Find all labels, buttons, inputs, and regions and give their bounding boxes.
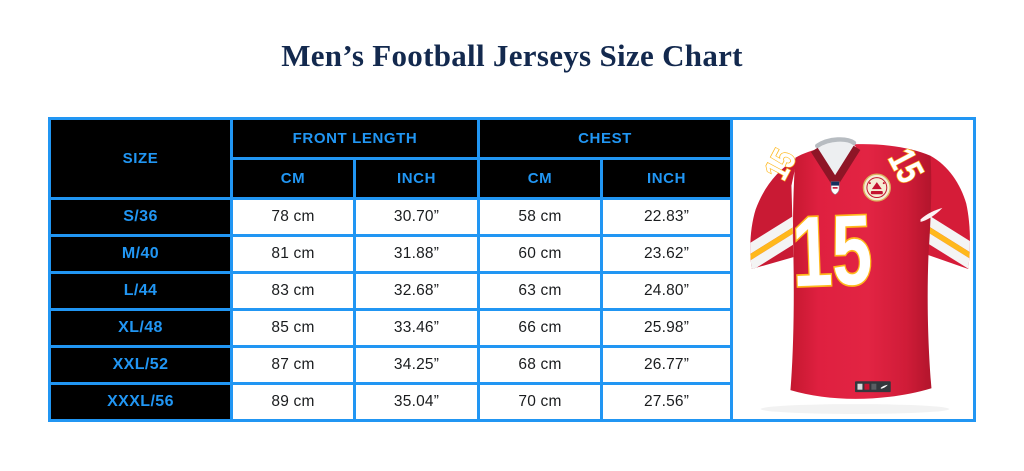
header-chest: CHEST — [477, 117, 734, 160]
front-cm-cell: 85 cm — [230, 308, 356, 348]
nfl-shield-icon — [830, 180, 839, 195]
header-row-units: CM INCH CM INCH — [50, 157, 975, 200]
header-front-length: FRONT LENGTH — [229, 117, 481, 160]
jersey-neck-opening — [814, 140, 856, 182]
chest-inch-cell: 26.77” — [600, 345, 734, 385]
chest-cm-cell: 66 cm — [477, 308, 604, 348]
jersey-shadow — [760, 403, 949, 414]
jersey-image: 15 15 15 — [749, 136, 970, 414]
front-cm-cell: 81 cm — [230, 234, 356, 274]
size-cell: XXXL/56 — [48, 382, 233, 422]
size-cell: S/36 — [48, 197, 233, 237]
front-cm-cell: 89 cm — [230, 382, 356, 422]
front-inch-cell: 34.25” — [352, 345, 481, 385]
table-row: S/36 78 cm 30.70” 58 cm 22.83” — [48, 197, 975, 237]
table-row: XXL/52 87 cm 34.25” 68 cm 26.77” — [48, 345, 975, 385]
header-chest-cm: CM — [477, 157, 604, 200]
chest-cm-cell: 58 cm — [477, 197, 604, 237]
size-cell: XXL/52 — [48, 345, 233, 385]
jersey-jock-tag — [854, 380, 891, 392]
chest-cm-cell: 68 cm — [477, 345, 604, 385]
svg-text:15: 15 — [790, 195, 873, 308]
front-cm-cell: 78 cm — [230, 197, 356, 237]
header-chest-inch: INCH — [600, 157, 734, 200]
front-cm-cell: 87 cm — [230, 345, 356, 385]
chest-inch-cell: 24.80” — [600, 271, 734, 311]
header-size: SIZE — [48, 117, 233, 200]
header-front-cm: CM — [230, 157, 356, 200]
chest-cm-cell: 70 cm — [477, 382, 604, 422]
table-row: M/40 81 cm 31.88” 60 cm 23.62” — [48, 234, 975, 274]
chest-inch-cell: 22.83” — [600, 197, 734, 237]
jersey-right-sleeve-stripes — [926, 208, 970, 269]
size-cell: L/44 — [48, 271, 233, 311]
size-cell: M/40 — [48, 234, 233, 274]
header-front-inch: INCH — [352, 157, 481, 200]
jersey-image-cell: 15 15 15 — [730, 117, 977, 422]
front-cm-cell: 83 cm — [230, 271, 356, 311]
jersey-inner-collar — [814, 136, 856, 148]
jersey-number: 15 — [788, 193, 874, 309]
front-inch-cell: 30.70” — [352, 197, 481, 237]
chest-cm-cell: 63 cm — [477, 271, 604, 311]
table-row: XL/48 85 cm 33.46” 66 cm 25.98” — [48, 308, 975, 348]
chest-inch-cell: 23.62” — [600, 234, 734, 274]
chest-inch-cell: 27.56” — [600, 382, 734, 422]
jersey-body — [789, 143, 931, 399]
size-chart-table: SIZE FRONT LENGTH CHEST — [48, 117, 977, 422]
chest-cm-cell: 60 cm — [477, 234, 604, 274]
header-row-groups: SIZE FRONT LENGTH CHEST — [48, 117, 977, 422]
chest-inch-cell: 25.98” — [600, 308, 734, 348]
table-row: XXXL/56 89 cm 35.04” 70 cm 27.56” — [48, 382, 975, 422]
page-title: Men’s Football Jerseys Size Chart — [281, 38, 743, 73]
front-inch-cell: 33.46” — [352, 308, 481, 348]
front-inch-cell: 31.88” — [352, 234, 481, 274]
table-row: L/44 83 cm 32.68” 63 cm 24.80” — [48, 271, 975, 311]
front-inch-cell: 35.04” — [352, 382, 481, 422]
chiefs-patch-icon — [862, 172, 891, 202]
size-cell: XL/48 — [48, 308, 233, 348]
front-inch-cell: 32.68” — [352, 271, 481, 311]
nike-swoosh-icon — [920, 207, 942, 222]
